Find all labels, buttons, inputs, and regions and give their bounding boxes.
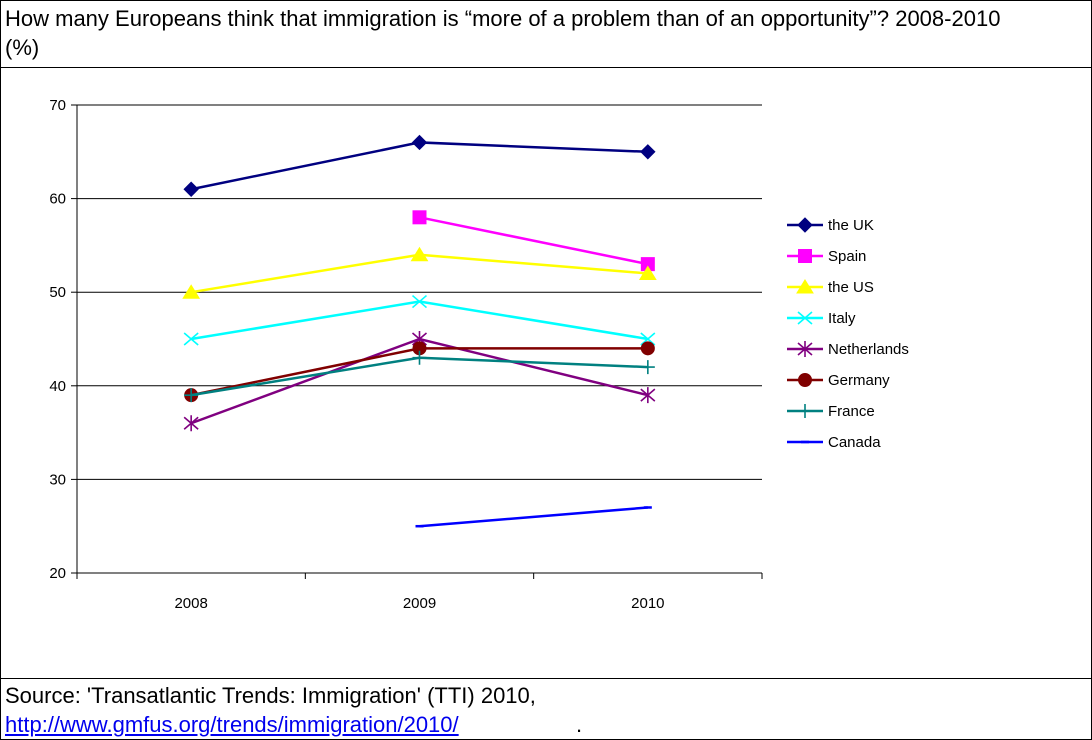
data-point-italy [183, 332, 199, 346]
legend-marker-the-us [796, 279, 814, 294]
data-point-germany [640, 341, 655, 356]
data-point-spain [412, 210, 427, 225]
title-divider [1, 67, 1091, 68]
legend-label-canada: Canada [828, 434, 881, 451]
legend-label-netherlands: Netherlands [828, 341, 909, 358]
legend-label-france: France [828, 403, 875, 420]
source-panel: Source: 'Transatlantic Trends: Immigrati… [1, 678, 1091, 740]
data-point-france [184, 388, 199, 403]
x-tick-label: 2009 [403, 595, 436, 612]
legend-marker-netherlands [797, 341, 813, 357]
y-tick-label: 60 [49, 191, 66, 208]
source-text: Source: 'Transatlantic Trends: Immigrati… [5, 683, 536, 708]
legend-marker-france [798, 404, 812, 418]
y-tick-label: 70 [49, 97, 66, 114]
x-tick-label: 2008 [174, 595, 207, 612]
chart-title: How many Europeans think that immigratio… [5, 6, 1001, 60]
data-point-the-uk [411, 134, 428, 151]
x-tick-label: 2010 [631, 595, 664, 612]
legend-label-spain: Spain [828, 248, 866, 265]
data-point-netherlands [183, 415, 199, 432]
data-point-the-us [410, 246, 429, 262]
data-point-france [412, 350, 427, 365]
series-line-spain [419, 216, 649, 266]
legend-label-the-us: the US [828, 279, 874, 296]
legend-marker-the-uk [797, 217, 813, 233]
data-point-the-us [182, 284, 201, 299]
y-tick-label: 30 [49, 471, 66, 488]
data-point-italy [640, 332, 656, 346]
series-line-canada [419, 506, 648, 528]
data-point-netherlands [640, 387, 656, 404]
data-point-the-uk [640, 144, 656, 160]
data-point-france [640, 360, 655, 375]
y-tick-label: 20 [49, 565, 66, 582]
line-chart: 20 30 40 50 60 70 2008 2009 2010 the UK Spain the U… [49, 97, 909, 612]
source-link[interactable]: http://www.gmfus.org/trends/immigration/… [5, 712, 459, 737]
legend-label-italy: Italy [828, 310, 856, 327]
y-tick-label: 50 [49, 284, 66, 301]
legend-marker-italy [797, 311, 813, 325]
legend-label-the-uk: the UK [828, 217, 874, 234]
legend-marker-spain [798, 249, 812, 263]
data-point-the-us [638, 265, 657, 280]
source-period: . [576, 712, 583, 737]
data-point-italy [411, 294, 428, 309]
data-point-the-uk [183, 181, 199, 197]
y-tick-label: 40 [49, 378, 66, 395]
legend-label-germany: Germany [828, 372, 890, 389]
legend-marker-germany [798, 373, 812, 387]
